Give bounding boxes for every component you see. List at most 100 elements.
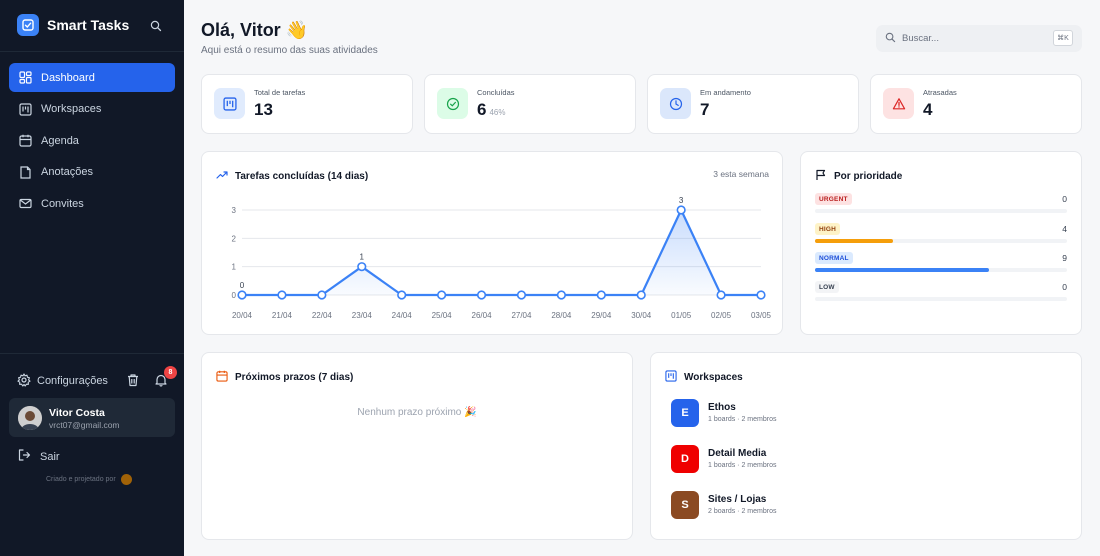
sidebar-item-anotacoes[interactable]: Anotações [9, 158, 175, 187]
bell-icon[interactable] [154, 373, 168, 392]
stat-value: 6 46% [477, 100, 506, 119]
series-area [242, 210, 761, 295]
priority-count: 9 [1062, 253, 1067, 263]
settings-label: Configurações [37, 375, 108, 387]
data-point [397, 290, 407, 300]
x-tick-label: 28/04 [551, 311, 572, 320]
priority-bar-track [815, 209, 1067, 213]
empty-state: Nenhum prazo próximo 🎉 [357, 407, 477, 418]
x-tick-label: 03/05 [751, 311, 772, 320]
workspace-avatar: S [671, 491, 699, 519]
stat-percent: 46% [489, 108, 506, 117]
user-email: vrct07@gmail.com [49, 420, 120, 430]
x-tick-label: 20/04 [232, 311, 253, 320]
credit-text: Criado e projetado por [46, 476, 116, 483]
priority-card: Por prioridade URGENT 0 HIGH 4 NORMAL 9 LOW 0 [800, 151, 1082, 335]
mail-icon [18, 197, 32, 211]
logout-button[interactable]: Sair [17, 448, 60, 465]
stat-value: 7 [700, 100, 710, 119]
data-point [756, 290, 766, 300]
search-input[interactable]: Buscar... ⌘K [876, 25, 1082, 52]
x-tick-label: 02/05 [711, 311, 732, 320]
sidebar: Smart Tasks Dashboard Workspaces Agenda … [0, 0, 184, 556]
user-name: Vitor Costa [49, 407, 105, 419]
series-line [242, 208, 761, 297]
sidebar-item-agenda[interactable]: Agenda [9, 126, 175, 155]
sidebar-search-icon[interactable] [150, 19, 162, 37]
page-title: Olá, Vitor 👋 [201, 20, 309, 40]
x-tick-label: 25/04 [432, 311, 453, 320]
data-point [277, 290, 287, 300]
search-placeholder: Buscar... [902, 33, 939, 44]
workspace-item-sites-lojas[interactable]: S Sites / Lojas 2 boards · 2 membros [671, 491, 971, 521]
data-point [317, 290, 327, 300]
chart-card: Tarefas concluídas (14 dias) 3 esta sema… [201, 151, 783, 335]
data-point [596, 290, 606, 300]
priority-count: 0 [1062, 282, 1067, 292]
page-subtitle: Aqui está o resumo das suas atividades [201, 45, 378, 56]
board-icon [214, 88, 245, 119]
sidebar-item-dashboard[interactable]: Dashboard [9, 63, 175, 92]
workspace-item-detail-media[interactable]: D Detail Media 1 boards · 2 membros [671, 445, 971, 475]
priority-bar-track [815, 297, 1067, 301]
app-name: Smart Tasks [47, 17, 130, 33]
board-icon [665, 370, 677, 385]
sidebar-nav: Dashboard Workspaces Agenda Anotações Co… [9, 63, 175, 221]
flag-icon [815, 169, 827, 184]
x-tick-label: 29/04 [591, 311, 612, 320]
stat-label: Total de tarefas [254, 88, 306, 97]
user-card[interactable]: Vitor Costa vrct07@gmail.com [9, 398, 175, 437]
deadlines-card: Próximos prazos (7 dias) Nenhum prazo pr… [201, 352, 633, 540]
sidebar-item-convites[interactable]: Convites [9, 189, 175, 218]
stat-value: 4 [923, 100, 933, 119]
data-point [476, 290, 487, 300]
stat-card-in-progress: Em andamento 7 [647, 74, 859, 134]
x-tick-label: 30/04 [631, 311, 652, 320]
deadlines-title: Próximos prazos (7 dias) [216, 370, 353, 385]
priority-bar-fill [815, 268, 989, 272]
search-icon [885, 30, 896, 48]
y-tick-label: 0 [232, 291, 237, 300]
stat-value: 13 [254, 100, 273, 119]
data-point [636, 290, 646, 300]
priority-bar-fill [815, 239, 894, 243]
priority-badge: LOW [815, 281, 839, 293]
brand[interactable]: Smart Tasks [17, 14, 129, 36]
priority-bar-track [815, 239, 1067, 243]
stat-label: Atrasadas [923, 88, 957, 97]
sidebar-item-workspaces[interactable]: Workspaces [9, 95, 175, 124]
priority-bar-track [815, 268, 1067, 272]
credit: Criado e projetado por [46, 474, 132, 485]
trash-icon[interactable] [126, 373, 140, 392]
priority-badge: HIGH [815, 223, 841, 235]
data-label: 1 [360, 253, 365, 262]
calendar-icon [216, 370, 228, 385]
priority-count: 0 [1062, 194, 1067, 204]
stat-card-total: Total de tarefas 13 [201, 74, 413, 134]
settings-button[interactable]: Configurações [17, 371, 175, 391]
divider [0, 353, 184, 354]
chart-title: Tarefas concluídas (14 dias) [216, 169, 368, 184]
sidebar-item-label: Anotações [41, 166, 93, 178]
x-tick-label: 23/04 [352, 311, 373, 320]
workspace-meta: 2 boards · 2 membros [708, 508, 777, 515]
priority-badge: NORMAL [815, 252, 853, 264]
x-tick-label: 22/04 [312, 311, 333, 320]
gear-icon [17, 372, 31, 390]
sidebar-item-label: Dashboard [41, 71, 95, 84]
sidebar-item-label: Workspaces [41, 103, 102, 115]
workspace-item-ethos[interactable]: E Ethos 1 boards · 2 membros [671, 399, 971, 429]
sidebar-item-label: Convites [41, 197, 84, 210]
data-point [556, 290, 566, 300]
check-circle-icon [437, 88, 468, 119]
data-point [516, 290, 527, 300]
workspace-name: Sites / Lojas [708, 494, 767, 505]
priority-title: Por prioridade [815, 169, 902, 184]
logout-icon [17, 448, 31, 465]
x-tick-label: 24/04 [392, 311, 413, 320]
chart-week-note: 3 esta semana [713, 169, 769, 179]
stat-card-done: Concluídas 6 46% [424, 74, 636, 134]
priority-badge: URGENT [815, 193, 852, 205]
x-tick-label: 26/04 [472, 311, 493, 320]
